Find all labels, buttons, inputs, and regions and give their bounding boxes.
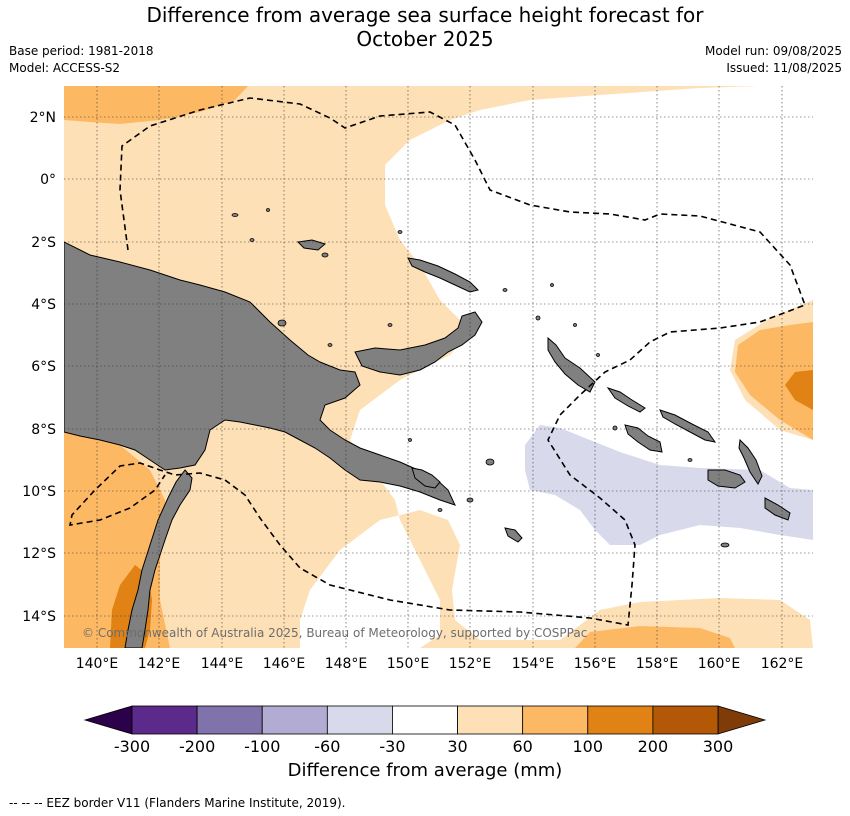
colorbar-tick-label: -60 <box>314 737 340 756</box>
colorbar-tick-label: 100 <box>573 737 604 756</box>
lon-label: 158°E <box>636 656 679 672</box>
lon-label: 148°E <box>325 656 368 672</box>
land-louisiade <box>504 527 523 543</box>
colorbar-tick-label: 200 <box>638 737 669 756</box>
colorbar-segment <box>131 705 198 735</box>
colorbar-tick-label: -100 <box>244 737 280 756</box>
eez-borders <box>68 97 807 626</box>
lat-label: 0° <box>40 172 56 188</box>
lat-label: 4°S <box>31 297 56 313</box>
land-santa-isabel <box>659 409 717 443</box>
colorbar-tick-label: -200 <box>179 737 215 756</box>
land-makira <box>764 497 791 521</box>
lat-label: 6°S <box>31 359 56 375</box>
base-period: Base period: 1981-2018 <box>9 44 154 58</box>
lat-label: 2°S <box>31 235 56 251</box>
land-new-guinea <box>64 241 456 506</box>
issued-date: Issued: 11/08/2025 <box>726 61 842 75</box>
colorbar-tick-label: 30 <box>447 737 467 756</box>
land-bougainville <box>547 336 596 393</box>
land-dentrecasteaux <box>411 467 441 489</box>
lon-label: 140°E <box>76 656 119 672</box>
colorbar-high-extend <box>717 705 767 735</box>
land-new-ireland <box>407 257 479 293</box>
lat-label: 14°S <box>22 609 56 625</box>
colorbar-tick-label: -300 <box>114 737 150 756</box>
chart-title: Difference from average sea surface heig… <box>0 3 850 51</box>
meta-left: Base period: 1981-2018 Model: ACCESS-S2 <box>9 43 154 77</box>
land-guadalcanal <box>707 469 746 489</box>
land-new-georgia <box>624 424 663 453</box>
land-new-hanover <box>296 239 327 251</box>
meta-right: Model run: 09/08/2025 Issued: 11/08/2025 <box>705 43 842 77</box>
colorbar: -300 -200 -100 -60 -30 30 60 100 200 300 <box>83 705 767 756</box>
copyright-text: © Commonwealth of Australia 2025, Bureau… <box>82 626 587 640</box>
colorbar-tick-label: -30 <box>379 737 405 756</box>
lon-labels: 140°E 142°E 144°E 146°E 148°E 150°E 152°… <box>76 656 804 672</box>
colorbar-tick-label: 60 <box>512 737 532 756</box>
colorbar-segment <box>196 705 263 735</box>
model-name: Model: ACCESS-S2 <box>9 61 121 75</box>
small-islands <box>231 208 730 548</box>
colorbar-segment <box>522 705 589 735</box>
lon-label: 152°E <box>449 656 492 672</box>
map-area: © Commonwealth of Australia 2025, Bureau… <box>64 86 813 648</box>
colorbar-segment <box>326 705 393 735</box>
colorbar-tick-label: 300 <box>703 737 734 756</box>
lon-label: 142°E <box>138 656 181 672</box>
anomaly-60-100-south <box>575 626 735 648</box>
land-cape-york <box>124 469 193 648</box>
lat-labels: 2°N 0° 2°S 4°S 6°S 8°S 10°S 12°S 14°S <box>22 110 56 625</box>
graticule <box>64 86 813 648</box>
title-line-1: Difference from average sea surface heig… <box>146 3 704 27</box>
land-new-britain <box>354 311 483 376</box>
lat-label: 12°S <box>22 546 56 562</box>
colorbar-segment <box>261 705 328 735</box>
anomaly-60-100-northwest <box>64 86 248 124</box>
colorbar-segment <box>457 705 524 735</box>
lat-label: 8°S <box>31 422 56 438</box>
lon-label: 146°E <box>263 656 306 672</box>
model-run: Model run: 09/08/2025 <box>704 44 842 58</box>
anomaly-100-200-east <box>785 370 813 410</box>
lat-label: 2°N <box>30 110 56 126</box>
colorbar-segment <box>652 705 719 735</box>
land-malaita <box>738 438 763 485</box>
lon-label: 154°E <box>512 656 555 672</box>
anomaly-minus30-minus60-region <box>525 425 813 545</box>
lon-label: 160°E <box>698 656 741 672</box>
lon-label: 156°E <box>574 656 617 672</box>
lon-label: 150°E <box>387 656 430 672</box>
colorbar-label: Difference from average (mm) <box>287 760 563 781</box>
colorbar-low-extend <box>83 705 133 735</box>
eez-footnote: -- -- -- EEZ border V11 (Flanders Marine… <box>9 796 346 810</box>
land-choiseul <box>606 387 646 413</box>
title-line-2: October 2025 <box>356 27 494 51</box>
anomaly-60-100-east <box>735 322 813 440</box>
lat-label: 10°S <box>22 484 56 500</box>
colorbar-segment <box>392 705 458 735</box>
lon-label: 144°E <box>201 656 244 672</box>
lon-label: 162°E <box>761 656 804 672</box>
colorbar-segment <box>587 705 654 735</box>
